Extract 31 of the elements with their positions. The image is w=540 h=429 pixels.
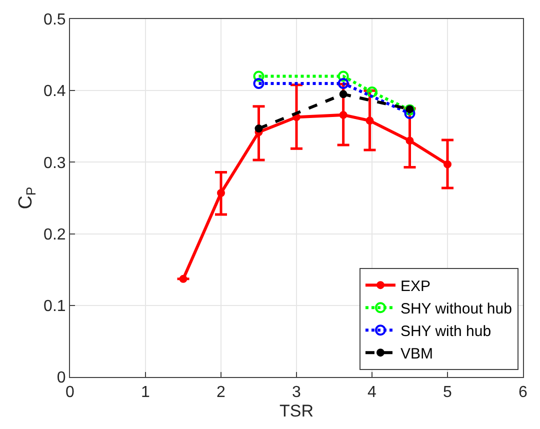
point xyxy=(254,124,263,133)
x-tick-label: 6 xyxy=(518,384,528,402)
legend-label: SHY with hub xyxy=(400,322,492,340)
legend-label: SHY without hub xyxy=(400,300,512,318)
y-tick-label: 0.2 xyxy=(44,226,66,244)
point xyxy=(404,108,416,120)
point xyxy=(339,90,348,98)
y-tick-label: 0 xyxy=(56,370,66,387)
point xyxy=(406,136,414,145)
point xyxy=(366,116,374,125)
legend-label: EXP xyxy=(400,278,430,295)
point xyxy=(338,78,349,89)
point xyxy=(339,110,348,119)
y-tick-label: 0.4 xyxy=(44,83,66,100)
x-tick-label: 1 xyxy=(141,384,150,402)
point xyxy=(338,70,349,82)
x-tick-label: 2 xyxy=(216,384,226,402)
y-tick-label: 0.1 xyxy=(44,298,66,315)
point xyxy=(366,86,378,98)
x-axis-title: TSR xyxy=(280,402,314,421)
point xyxy=(253,70,264,82)
point xyxy=(253,78,264,89)
point xyxy=(179,274,188,283)
point xyxy=(444,160,452,168)
point xyxy=(217,188,225,197)
x-tick-label: 3 xyxy=(292,384,302,402)
x-tick-label: 4 xyxy=(368,384,377,402)
legend-label: VBM xyxy=(400,345,433,362)
y-tick-label: 0.5 xyxy=(44,12,66,29)
y-tick-label: 0.3 xyxy=(44,154,66,172)
x-tick-label: 5 xyxy=(443,384,452,402)
